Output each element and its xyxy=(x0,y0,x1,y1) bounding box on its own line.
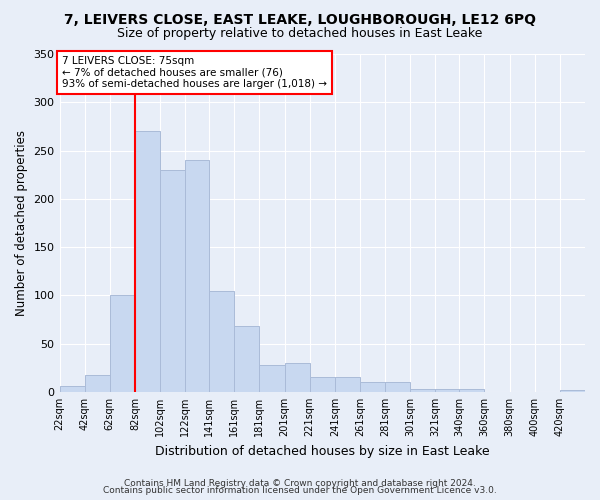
Bar xyxy=(160,170,185,392)
Bar xyxy=(209,290,234,392)
Bar xyxy=(385,382,410,392)
Bar xyxy=(310,378,335,392)
Y-axis label: Number of detached properties: Number of detached properties xyxy=(15,130,28,316)
Text: 7 LEIVERS CLOSE: 75sqm
← 7% of detached houses are smaller (76)
93% of semi-deta: 7 LEIVERS CLOSE: 75sqm ← 7% of detached … xyxy=(62,56,327,89)
Text: Size of property relative to detached houses in East Leake: Size of property relative to detached ho… xyxy=(118,28,482,40)
Bar xyxy=(135,131,160,392)
Bar xyxy=(410,389,436,392)
Bar xyxy=(335,378,360,392)
Bar xyxy=(185,160,209,392)
Bar xyxy=(59,386,85,392)
Bar xyxy=(459,389,484,392)
Text: Contains HM Land Registry data © Crown copyright and database right 2024.: Contains HM Land Registry data © Crown c… xyxy=(124,478,476,488)
X-axis label: Distribution of detached houses by size in East Leake: Distribution of detached houses by size … xyxy=(155,444,490,458)
Bar xyxy=(560,390,585,392)
Bar xyxy=(234,326,259,392)
Bar xyxy=(110,296,135,392)
Bar xyxy=(85,374,110,392)
Bar xyxy=(259,365,284,392)
Bar xyxy=(360,382,385,392)
Text: 7, LEIVERS CLOSE, EAST LEAKE, LOUGHBOROUGH, LE12 6PQ: 7, LEIVERS CLOSE, EAST LEAKE, LOUGHBOROU… xyxy=(64,12,536,26)
Text: Contains public sector information licensed under the Open Government Licence v3: Contains public sector information licen… xyxy=(103,486,497,495)
Bar xyxy=(284,363,310,392)
Bar xyxy=(436,389,459,392)
